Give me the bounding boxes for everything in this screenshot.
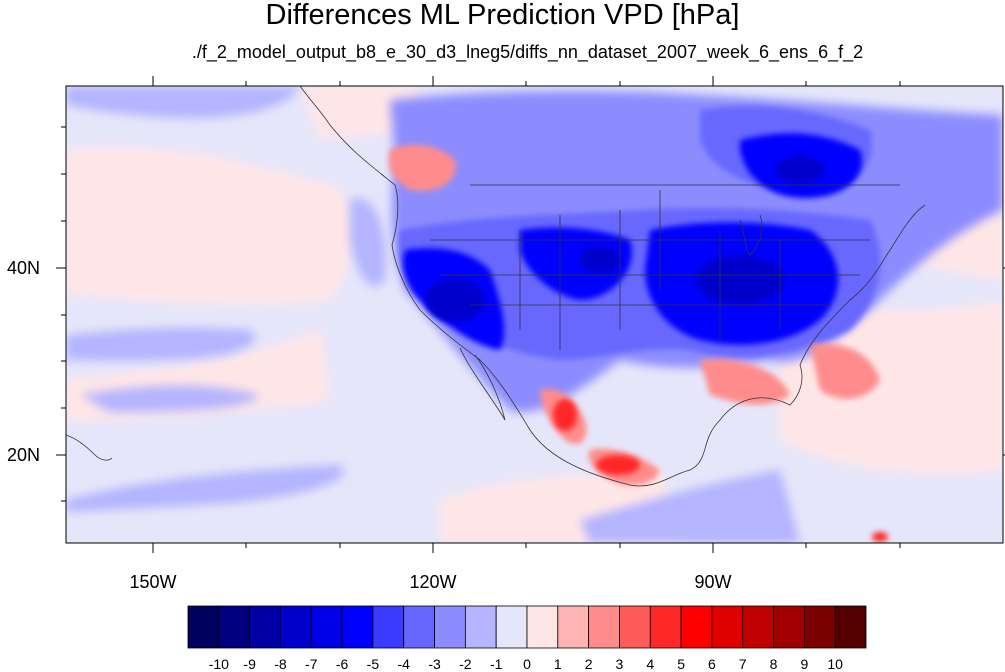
- colorbar-swatch: [619, 605, 651, 649]
- colorbar-tick-label: 8: [770, 656, 778, 672]
- colorbar-tick-label: -1: [490, 656, 503, 672]
- colorbar-swatch: [649, 605, 682, 649]
- colorbar-swatch: [495, 605, 528, 649]
- colorbar: [187, 605, 867, 649]
- colorbar-swatch: [218, 605, 251, 649]
- colorbar-tick-label: -10: [209, 656, 229, 672]
- colorbar-tick-label: 10: [827, 656, 843, 672]
- lat-label-40n: 40N: [7, 258, 40, 278]
- colorbar-tick-label: 1: [554, 656, 562, 672]
- colorbar-swatch: [834, 605, 867, 649]
- colorbar-tick-label: 4: [646, 656, 654, 672]
- lat-label-20n: 20N: [7, 445, 40, 465]
- strong-positive-cores: [553, 399, 888, 542]
- colorbar-tick-label: 7: [739, 656, 747, 672]
- colorbar-swatch: [464, 605, 497, 649]
- darkest-negative-cores: [425, 156, 825, 322]
- colorbar-tick-label: -7: [305, 656, 318, 672]
- colorbar-swatch: [803, 605, 836, 649]
- colorbar-tick-label: -3: [428, 656, 441, 672]
- colorbar-swatch: [403, 605, 435, 649]
- colorbar-tick-label: 5: [677, 656, 685, 672]
- colorbar-tick-label: -6: [336, 656, 349, 672]
- colorbar-tick-label: -2: [459, 656, 472, 672]
- colorbar-swatch: [280, 605, 312, 649]
- colorbar-tick-label: -4: [398, 656, 411, 672]
- colorbar-tick-label: -5: [367, 656, 380, 672]
- colorbar-swatch: [372, 605, 405, 649]
- colorbar-swatch: [680, 605, 713, 649]
- colorbar-swatch: [711, 605, 744, 649]
- colorbar-tick-label: -8: [274, 656, 287, 672]
- colorbar-labels: -10 -9 -8 -7 -6 -5 -4 -3 -2 -1 0 1 2 3 4 5 6 7 8 9 10: [209, 656, 843, 672]
- colorbar-swatch: [526, 605, 559, 649]
- lon-label-90w: 90W: [694, 572, 731, 592]
- coastlines: [66, 86, 926, 487]
- colorbar-swatch: [310, 605, 343, 649]
- colorbar-tick-label: 3: [616, 656, 624, 672]
- colorbar-swatch: [588, 605, 620, 649]
- map-title: Differences ML Prediction VPD [hPa]: [265, 0, 740, 31]
- lon-label-120w: 120W: [409, 572, 456, 592]
- colorbar-tick-label: 9: [800, 656, 808, 672]
- colorbar-tick-label: 0: [523, 656, 531, 672]
- colorbar-swatch: [341, 605, 374, 649]
- colorbar-swatch: [249, 605, 281, 649]
- colorbar-swatch: [773, 605, 805, 649]
- map-ticks: [56, 76, 1005, 553]
- lon-label-150w: 150W: [129, 572, 176, 592]
- colorbar-swatch: [557, 605, 590, 649]
- colorbar-tick-label: 6: [708, 656, 716, 672]
- colorbar-swatch: [742, 605, 774, 649]
- map-subtitle: ./f_2_model_output_b8_e_30_d3_lneg5/diff…: [191, 42, 864, 62]
- colorbar-swatch: [434, 605, 466, 649]
- vpd-difference-field: [66, 86, 1003, 543]
- colorbar-swatch: [187, 605, 220, 649]
- colorbar-tick-label: 2: [585, 656, 593, 672]
- pale-blue-regions: [66, 86, 800, 543]
- colorbar-tick-label: -9: [243, 656, 256, 672]
